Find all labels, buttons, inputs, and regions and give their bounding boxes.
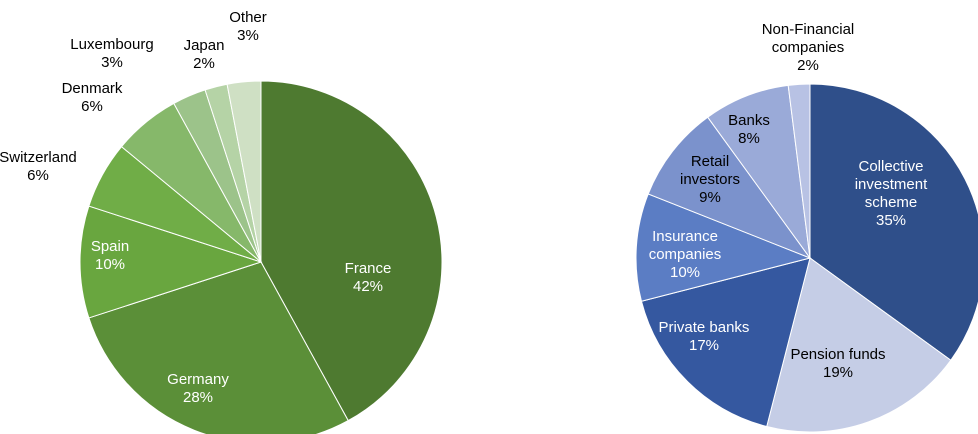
slice-name: Insurance companies xyxy=(648,228,722,263)
pie-slice xyxy=(809,83,978,361)
slice-name: Private banks xyxy=(658,319,750,336)
slice-name: Switzerland xyxy=(0,149,77,166)
slice-label: Retail investors 9% xyxy=(665,153,755,207)
slice-value: 6% xyxy=(27,167,49,184)
slice-name: France xyxy=(344,260,392,277)
pie-slice xyxy=(766,257,952,433)
pie-slice xyxy=(79,205,263,319)
slice-name: Non-Financial companies xyxy=(761,21,855,56)
slice-name: Denmark xyxy=(61,80,123,97)
slice-label: Spain 10% xyxy=(91,238,129,274)
slice-name: Other xyxy=(229,9,267,26)
slice-label: Other 3% xyxy=(229,9,267,45)
pie-slice xyxy=(640,257,811,428)
slice-label: Germany 28% xyxy=(167,371,229,407)
slice-value: 17% xyxy=(688,337,720,354)
slice-label: Non-Financial companies 2% xyxy=(748,21,868,75)
slice-value: 10% xyxy=(669,264,701,281)
slice-value: 2% xyxy=(193,55,215,72)
slice-label: Insurance companies 10% xyxy=(635,228,735,282)
slice-value: 42% xyxy=(352,278,384,295)
slice-name: Collective investment scheme xyxy=(854,158,928,211)
pie-slice xyxy=(635,193,812,302)
slice-label: Collective investment scheme 35% xyxy=(836,158,946,230)
slice-value: 2% xyxy=(797,57,819,74)
slice-value: 28% xyxy=(182,389,214,406)
slice-label: Denmark 6% xyxy=(62,80,123,116)
pie-slice xyxy=(647,116,812,260)
slice-value: 6% xyxy=(81,98,103,115)
pie-slice xyxy=(260,80,443,422)
slice-name: Japan xyxy=(183,37,225,54)
pie-slice xyxy=(226,80,262,263)
slice-label: Luxembourg 3% xyxy=(70,36,153,72)
slice-label: Banks 8% xyxy=(728,112,770,148)
slice-label: France 42% xyxy=(345,260,392,296)
slice-label: Private banks 17% xyxy=(659,319,750,355)
slice-value: 3% xyxy=(237,27,259,44)
slice-value: 9% xyxy=(699,189,721,206)
slice-value: 10% xyxy=(94,256,126,273)
slice-name: Germany xyxy=(167,371,229,388)
slice-label: Japan 2% xyxy=(184,37,225,73)
slice-name: Luxembourg xyxy=(70,36,154,53)
slice-label: Switzerland 6% xyxy=(0,149,77,185)
slice-value: 3% xyxy=(101,54,123,71)
slice-name: Spain xyxy=(90,238,130,255)
slice-name: Banks xyxy=(728,112,770,129)
slice-name: Pension funds xyxy=(790,346,886,363)
slice-label: Pension funds 19% xyxy=(790,346,885,382)
slice-name: Retail investors xyxy=(679,153,741,188)
slice-value: 35% xyxy=(875,212,907,229)
slice-value: 8% xyxy=(738,130,760,147)
pie-slice xyxy=(787,83,811,259)
slice-value: 19% xyxy=(822,364,854,381)
pie-slice xyxy=(88,261,349,434)
